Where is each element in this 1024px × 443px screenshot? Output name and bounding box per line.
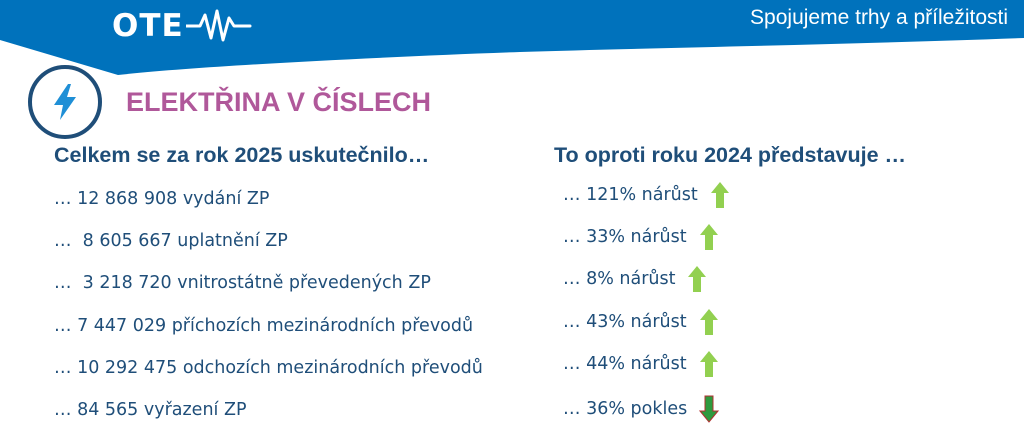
arrow-down-icon	[699, 395, 720, 423]
arrow-up-icon	[688, 266, 707, 292]
section-title: ELEKTŘINA V ČÍSLECH	[126, 87, 432, 117]
stat-item: … 8 605 667 uplatnění ZP	[54, 231, 288, 251]
arrow-up-icon	[699, 224, 718, 250]
change-item: … 8% nárůst	[563, 265, 707, 293]
change-item: … 121% nárůst	[563, 181, 730, 209]
logo-text: OTE	[112, 8, 184, 44]
stat-item: … 84 565 vyřazení ZP	[54, 400, 247, 420]
lightning-bolt-icon	[54, 84, 76, 120]
change-item: … 33% nárůst	[563, 223, 719, 251]
left-column-heading: Celkem se za rok 2025 uskutečnilo…	[54, 143, 430, 167]
change-text: … 8% nárůst	[563, 269, 676, 289]
stat-item: … 3 218 720 vnitrostátně převedených ZP	[54, 273, 431, 293]
change-text: … 121% nárůst	[563, 185, 698, 205]
change-text: … 43% nárůst	[563, 312, 687, 332]
arrow-up-icon	[699, 351, 718, 377]
section-badge	[28, 65, 102, 139]
right-column-heading: To oproti roku 2024 představuje …	[554, 143, 907, 167]
change-item: … 36% pokles	[563, 395, 720, 423]
pulse-wave-icon	[185, 9, 252, 42]
stat-item: … 7 447 029 příchozích mezinárodních pře…	[54, 316, 474, 336]
change-text: … 44% nárůst	[563, 354, 687, 374]
stat-item: … 12 868 908 vydání ZP	[54, 189, 270, 209]
tagline: Spojujeme trhy a příležitosti	[750, 6, 1008, 29]
change-text: … 36% pokles	[563, 399, 688, 419]
header-band-shape	[0, 0, 1024, 75]
change-text: … 33% nárůst	[563, 227, 687, 247]
arrow-up-icon	[710, 182, 729, 208]
header-band	[0, 0, 1024, 80]
ote-logo: OTE	[112, 6, 252, 46]
change-item: … 44% nárůst	[563, 350, 719, 378]
stat-item: … 10 292 475 odchozích mezinárodních pře…	[54, 358, 483, 378]
arrow-up-icon	[699, 309, 718, 335]
change-item: … 43% nárůst	[563, 308, 719, 336]
